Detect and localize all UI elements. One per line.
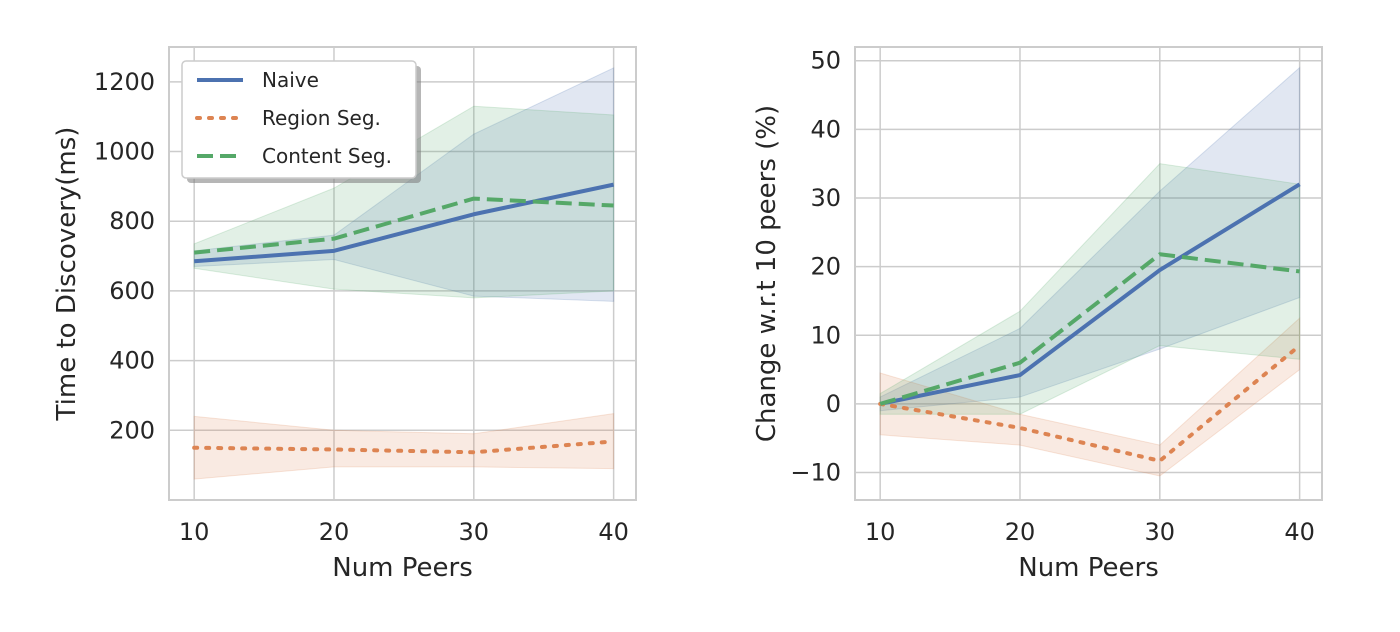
y-axis-label: Change w.r.t 10 peers (%): [752, 105, 782, 442]
x-axis-label: Num Peers: [332, 553, 473, 583]
x-tick-label: 30: [459, 518, 490, 546]
y-tick-label: 50: [810, 47, 841, 75]
confidence-band-2: [879, 163, 1301, 415]
y-tick-label: −10: [790, 459, 841, 487]
y-tick-label: 10: [810, 321, 841, 349]
y-tick-label: 20: [810, 253, 841, 281]
y-tick-label: 200: [109, 416, 155, 444]
plot-frame: [168, 46, 637, 501]
y-tick-label: 400: [109, 347, 155, 375]
y-axis-label: Time to Discovery(ms): [52, 127, 82, 422]
x-tick-label: 10: [179, 518, 210, 546]
legend-label: Content Seg.: [262, 144, 392, 168]
legend-box: [181, 60, 417, 179]
series-line-0: [879, 182, 1301, 406]
series-line-0: [194, 182, 615, 264]
series-line-2: [879, 252, 1300, 406]
series-line-1: [878, 343, 1302, 463]
y-tick-label: 40: [810, 115, 841, 143]
y-tick-label: 0: [826, 390, 841, 418]
y-tick-label: 600: [109, 277, 155, 305]
x-tick-label: 30: [1145, 518, 1176, 546]
x-tick-label: 40: [598, 518, 629, 546]
x-axis-label: Num Peers: [1018, 553, 1159, 583]
y-tick-label: 1000: [94, 138, 155, 166]
confidence-band-0: [879, 66, 1301, 412]
x-tick-label: 20: [1005, 518, 1036, 546]
plot-frame: [854, 46, 1323, 501]
legend-label: Naive: [262, 68, 319, 92]
x-tick-label: 20: [319, 518, 350, 546]
x-tick-label: 40: [1284, 518, 1315, 546]
y-tick-label: 800: [109, 207, 155, 235]
chart-right: 10 20 30 40 −10 0 10 20 30 40 50 Num Peers Change w.…: [752, 46, 1323, 583]
confidence-band-1: [193, 413, 615, 480]
chart-left: 10 20 30 40 200 400 600 800 1000 1200 Num Peers Tim…: [52, 46, 637, 583]
y-tick-label: 30: [810, 184, 841, 212]
y-tick-label: 1200: [94, 68, 155, 96]
x-tick-label: 10: [865, 518, 896, 546]
series-line-1: [192, 439, 616, 455]
legend-label: Region Seg.: [262, 106, 381, 130]
legend: Naive Region Seg. Content Seg.: [181, 60, 421, 183]
confidence-band-1: [879, 316, 1301, 477]
series-line-2: [193, 196, 614, 255]
